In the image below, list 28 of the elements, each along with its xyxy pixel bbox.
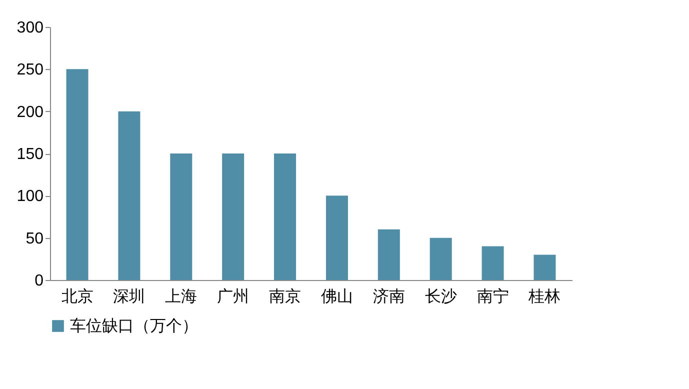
x-tick-label: 桂林 [528, 288, 561, 306]
y-tick-label: 100 [16, 188, 44, 206]
bar [274, 154, 296, 280]
x-tick-label: 北京 [61, 288, 94, 306]
y-tick-label: 150 [16, 146, 44, 163]
x-tick-label: 广州 [217, 288, 250, 306]
bar [66, 69, 88, 280]
x-tick-label: 佛山 [320, 288, 353, 306]
bar [378, 229, 400, 280]
y-tick-label: 50 [26, 230, 44, 248]
y-tick-label: 300 [16, 20, 44, 36]
bar [170, 154, 192, 280]
bar [118, 111, 140, 280]
bar [430, 238, 452, 280]
y-tick-label: 250 [16, 62, 44, 79]
x-tick-label: 南宁 [476, 288, 509, 306]
x-tick-label: 上海 [165, 288, 198, 306]
bar [482, 246, 504, 280]
bar [222, 154, 244, 280]
y-tick-label: 0 [34, 272, 44, 290]
x-tick-label: 长沙 [424, 288, 457, 306]
x-tick-label: 南京 [269, 288, 302, 306]
bar [326, 196, 348, 280]
y-tick-label: 200 [16, 104, 44, 121]
legend-label: 车位缺口（万个） [70, 317, 198, 335]
x-tick-label: 深圳 [113, 288, 146, 306]
bar [534, 254, 556, 280]
x-tick-label: 济南 [372, 288, 405, 306]
